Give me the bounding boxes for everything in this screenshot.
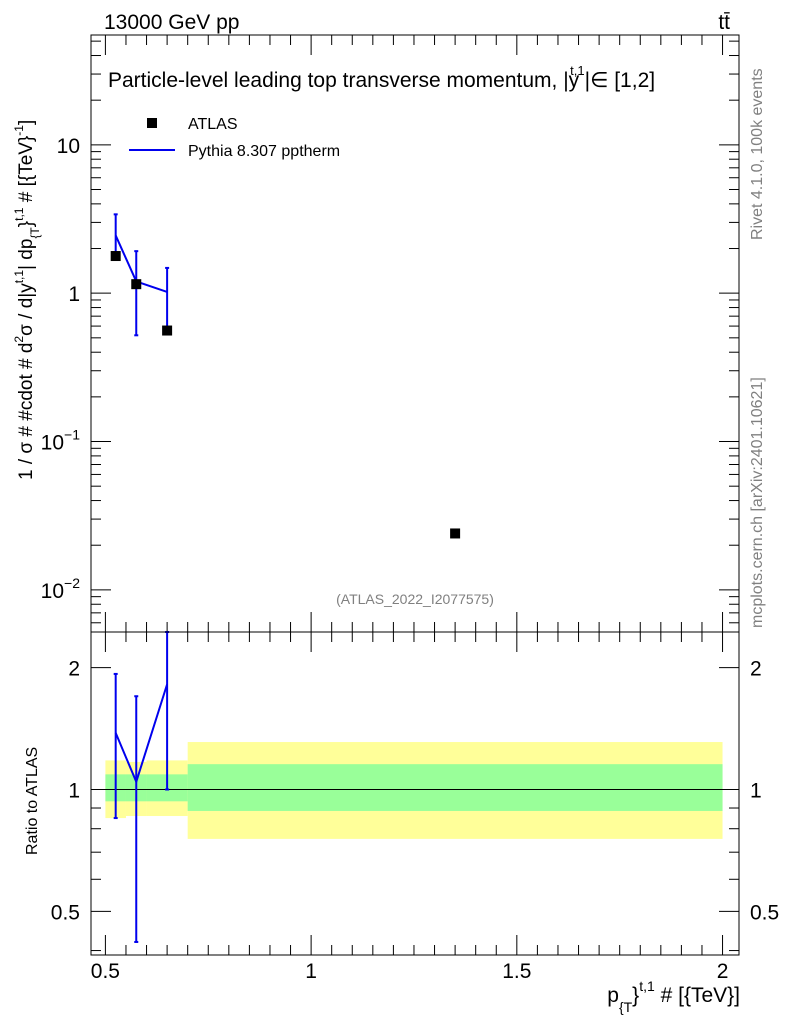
ratio-y-tick-label-right: 2: [750, 658, 762, 681]
main-y-tick-label-exp: −2: [64, 575, 80, 591]
xlabel-part-sub: {T: [619, 999, 633, 1015]
x-tick-label: 1.5: [502, 960, 531, 983]
ylabel-part-b: σ / d|y: [16, 283, 37, 336]
ylabel-part-d-sup: -1: [12, 125, 26, 136]
main-y-tick-label: 10−2: [41, 575, 81, 603]
ratio-y-axis-label: Ratio to ATLAS: [24, 747, 41, 855]
ylabel-part-c-sup: }: [16, 221, 37, 227]
main-y-tick-label-base: 10: [57, 135, 80, 158]
ylabel-part-a-sup: 2: [12, 336, 26, 343]
analysis-watermark: (ATLAS_2022_I2077575): [336, 591, 494, 607]
energy-label: 13000 GeV pp: [104, 11, 239, 34]
pythia-line: [114, 235, 168, 293]
x-tick-label: 2: [717, 960, 729, 983]
ratio-bands: [91, 742, 739, 839]
ratio-panel: 2 2 1 1 0.5 0.5 0.5 1 1.5 2 Ratio to ATLAS p{T}t,…: [24, 631, 779, 1015]
ylabel-part-c: | dp: [16, 239, 37, 270]
ylabel-part-d: # [{TeV}: [16, 136, 37, 208]
atlas-data-point: [450, 528, 461, 539]
main-title-var: y: [569, 69, 580, 92]
x-axis-label: p{T}t,1 # [{TeV}]: [607, 978, 740, 1015]
process-label: tt̄: [718, 11, 730, 34]
x-tick-label: 0.5: [91, 960, 120, 983]
main-y-tick-label-base: 10: [41, 432, 64, 455]
atlas-data-point: [110, 251, 121, 262]
legend: ATLAS Pythia 8.307 pptherm: [129, 116, 340, 160]
ratio-y-tick-label-right: 1: [750, 779, 762, 802]
main-title-sup: t,1: [570, 63, 584, 78]
main-title: Particle-level leading top transverse mo…: [108, 63, 655, 92]
main-y-tick-label: 1: [68, 283, 80, 306]
atlas-data-point: [162, 325, 173, 336]
atlas-data-point: [131, 279, 142, 290]
main-y-tick-label: 10: [57, 135, 80, 158]
main-data: [110, 213, 461, 539]
ylabel-part-b-sup: t,1: [12, 270, 26, 284]
main-title-prefix: Particle-level leading top transverse mo…: [108, 69, 569, 92]
ratio-frame: [90, 631, 740, 956]
uncertainty-band-inner: [187, 764, 723, 811]
ratio-ticks: 2 2 1 1 0.5 0.5 0.5 1 1.5 2: [51, 632, 779, 983]
ratio-y-tick-label-left: 0.5: [51, 901, 80, 924]
ratio-y-tick-label-left: 2: [68, 658, 80, 681]
main-y-tick-label: 10−1: [41, 427, 81, 455]
xlabel-part-b: # [{TeV}]: [655, 984, 740, 1007]
ratio-y-tick-label-left: 1: [68, 779, 80, 802]
main-y-tick-label-base: 10: [41, 580, 64, 603]
main-title-suffix: |∈ [1,2]: [585, 69, 655, 92]
x-tick-label: 1: [305, 960, 317, 983]
xlabel-part-a: p: [607, 984, 619, 1007]
source-label: mcplots.cern.ch [arXiv:2401.10621]: [749, 377, 766, 628]
ratio-y-tick-label-right: 0.5: [750, 901, 779, 924]
main-y-tick-label-exp: −1: [64, 427, 80, 443]
xlabel-part-sup: }: [632, 984, 639, 1007]
ratio-data: [113, 631, 170, 943]
rivet-version-label: Rivet 4.1.0, 100k events: [749, 68, 766, 240]
ylabel-part-c-sup2: t,1: [12, 207, 26, 221]
xlabel-part-sup2: t,1: [639, 978, 655, 994]
legend-atlas-label: ATLAS: [188, 116, 238, 133]
ylabel-part-c-sub: {T: [28, 227, 42, 239]
main-y-tick-label-base: 1: [68, 283, 80, 306]
legend-atlas-marker: [147, 118, 157, 128]
ylabel-part-e: ]: [16, 120, 37, 125]
ylabel-part-a: 1 / σ # #cdot # d: [16, 343, 37, 480]
legend-pythia-label: Pythia 8.307 pptherm: [188, 143, 340, 160]
main-y-axis-label: 1 / σ # #cdot # d2σ / d|yt,1| dp{T}t,1 #…: [12, 120, 42, 480]
